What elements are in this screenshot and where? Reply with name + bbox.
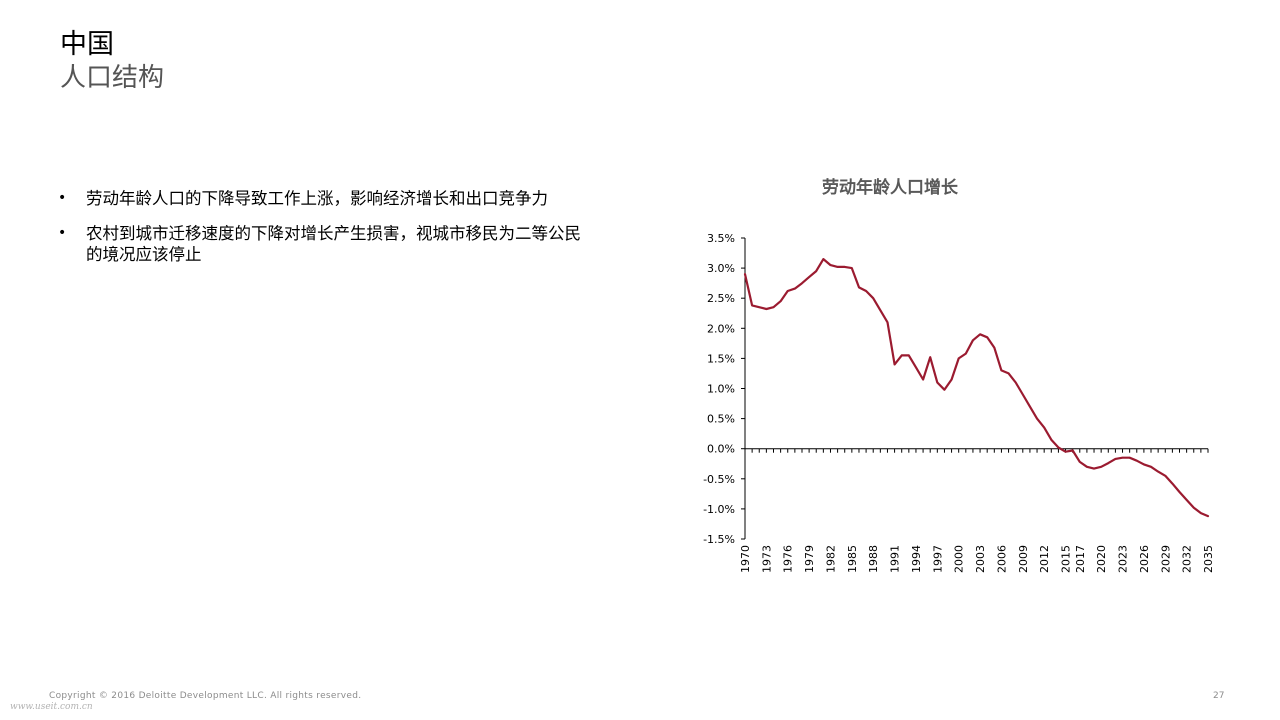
x-tick-label: 1994 xyxy=(910,545,923,573)
x-tick-label: 1991 xyxy=(889,545,902,573)
page-number: 27 xyxy=(1213,691,1225,701)
x-tick-label: 2009 xyxy=(1017,545,1030,573)
y-tick-label: -1.5% xyxy=(703,533,735,546)
x-tick-label: 2020 xyxy=(1095,545,1108,573)
x-tick-label: 2012 xyxy=(1038,545,1051,573)
x-tick-label: 2000 xyxy=(953,545,966,573)
x-tick-label: 2015 xyxy=(1060,545,1073,573)
x-tick-label: 2029 xyxy=(1159,545,1172,573)
title-block: 中国 人口结构 xyxy=(60,28,164,94)
y-tick-label: 0.5% xyxy=(707,413,735,426)
footer-copyright: Copyright © 2016 Deloitte Development LL… xyxy=(49,691,362,701)
x-tick-label: 2023 xyxy=(1117,545,1130,573)
x-tick-label: 1985 xyxy=(846,545,859,573)
page-subtitle: 人口结构 xyxy=(60,63,165,93)
bullet-text: 劳动年龄人口的下降导致工作上涨，影响经济增长和出口竞争力 xyxy=(86,189,548,208)
y-tick-label: 0.0% xyxy=(707,443,735,456)
y-tick-label: -0.5% xyxy=(703,473,735,486)
x-tick-label: 2032 xyxy=(1181,545,1194,573)
bullet-text: 农村到城市迁移速度的下降对增长产生损害，视城市移民为二等公民的境况应该停止 xyxy=(86,224,581,264)
line-chart: 3.5% 3.0% 2.5% 2.0% 1.5% 1.0% 0.5% 0.0% -0.5% -1.… xyxy=(703,232,1215,573)
bullet-item: • 农村到城市迁移速度的下降对增长产生损害，视城市移民为二等公民的境况应该停止 xyxy=(58,223,588,265)
y-tick-label: 2.0% xyxy=(707,322,735,335)
x-tick-label: 1979 xyxy=(803,545,816,573)
bullet-list: • 劳动年龄人口的下降导致工作上涨，影响经济增长和出口竞争力 • 农村到城市迁移… xyxy=(58,188,588,279)
y-tick-label: 1.0% xyxy=(707,383,735,396)
series-line xyxy=(743,257,1210,518)
x-tick-label: 2006 xyxy=(995,545,1008,573)
x-tick-label: 1982 xyxy=(824,545,837,573)
y-tick-label: 3.0% xyxy=(707,262,735,275)
x-tick-label: 2003 xyxy=(974,545,987,573)
x-tick-label: 1973 xyxy=(760,545,773,573)
page-title: 中国 xyxy=(60,29,114,60)
x-tick-label: 1988 xyxy=(867,545,880,573)
y-tick-label: 2.5% xyxy=(707,292,735,305)
y-tick-label: -1.0% xyxy=(703,503,735,516)
y-tick-label: 1.5% xyxy=(707,352,735,365)
x-tick-label: 1997 xyxy=(931,545,944,573)
x-tick-label: 1976 xyxy=(782,545,795,573)
x-tick-label: 2017 xyxy=(1074,545,1087,573)
chart-title: 劳动年龄人口增长 xyxy=(822,178,958,198)
bullet-item: • 劳动年龄人口的下降导致工作上涨，影响经济增长和出口竞争力 xyxy=(58,188,588,209)
x-tick-label: 1970 xyxy=(739,545,752,573)
y-tick-label: 3.5% xyxy=(707,232,735,245)
bullet-dot-icon: • xyxy=(58,225,67,241)
x-tick-label: 2035 xyxy=(1202,545,1215,573)
x-tick-label: 2026 xyxy=(1138,545,1151,573)
footer-watermark: www.useit.com.cn xyxy=(10,702,93,712)
bullet-dot-icon: • xyxy=(58,190,67,206)
